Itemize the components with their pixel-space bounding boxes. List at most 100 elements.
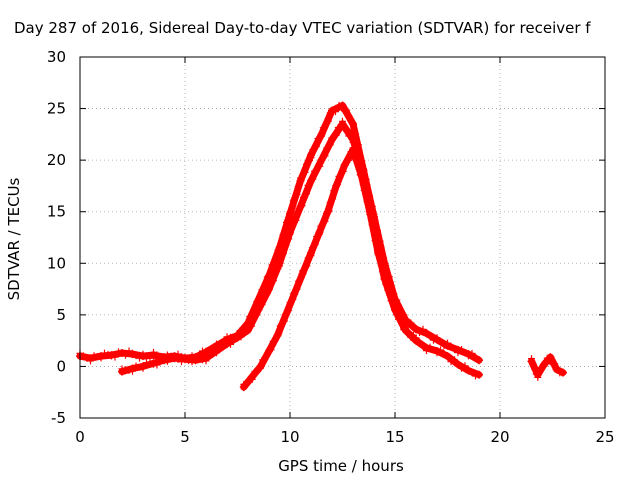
data-point (139, 362, 147, 371)
data-point (263, 352, 271, 360)
data-point (315, 228, 324, 237)
data-point (356, 171, 364, 179)
data-point (361, 186, 369, 194)
data-point (149, 359, 158, 368)
data-point (306, 252, 314, 260)
data-point (320, 219, 328, 227)
data-point (377, 262, 385, 269)
data-point (419, 325, 427, 333)
data-point (350, 125, 358, 133)
data-points (76, 101, 567, 392)
data-point (339, 167, 347, 175)
y-tick-label: 10 (47, 254, 66, 272)
data-point (285, 215, 293, 222)
data-point (343, 127, 351, 135)
data-point (293, 191, 301, 198)
data-point (475, 356, 483, 365)
plot-frame (79, 56, 606, 419)
data-point (396, 315, 404, 323)
data-point (281, 310, 290, 319)
data-point (412, 336, 420, 345)
data-point (391, 305, 399, 314)
data-point (188, 358, 196, 366)
data-point (527, 357, 536, 366)
x-tick-label: 25 (595, 428, 614, 446)
data-point (216, 342, 224, 350)
data-point (223, 339, 231, 348)
data-point (340, 161, 349, 170)
data-point (143, 359, 150, 367)
x-tick-label: 0 (75, 428, 85, 446)
x-tick-label: 5 (180, 428, 190, 446)
data-point (260, 293, 268, 301)
data-point (437, 346, 444, 354)
data-point (347, 131, 355, 139)
data-point (390, 301, 398, 309)
data-point (270, 277, 277, 285)
data-point (195, 355, 203, 363)
data-point (389, 296, 397, 304)
data-point (323, 207, 332, 216)
data-point (263, 289, 271, 297)
data-point (354, 160, 362, 168)
data-point (369, 220, 377, 228)
data-point (358, 175, 366, 183)
data-point (464, 366, 473, 375)
data-point (359, 181, 367, 188)
data-point (332, 131, 340, 139)
data-point (285, 235, 293, 243)
data-point (307, 176, 315, 185)
data-point (254, 305, 263, 314)
data-point (323, 144, 331, 152)
data-point (357, 171, 366, 180)
data-point (461, 362, 469, 370)
data-point (249, 314, 257, 322)
data-point (475, 370, 483, 379)
data-point (149, 351, 158, 360)
data-point (295, 180, 303, 188)
data-point (332, 108, 339, 116)
data-point (454, 360, 462, 369)
data-point (296, 202, 305, 211)
data-point (297, 274, 305, 282)
data-point (248, 372, 257, 381)
data-point (332, 181, 341, 190)
axis-ticks: 0 5 10 15 20 25 -5 0 5 10 15 20 25 30 (47, 48, 615, 446)
data-point (181, 355, 189, 364)
data-point (374, 249, 383, 257)
data-point (381, 272, 388, 280)
data-point (326, 141, 334, 149)
data-point (345, 156, 353, 164)
data-point (368, 221, 376, 229)
data-point (372, 236, 380, 244)
data-point (292, 216, 300, 224)
data-point (367, 215, 375, 223)
data-point (384, 286, 392, 294)
data-point (343, 106, 351, 114)
data-point (338, 101, 347, 110)
data-point (258, 301, 266, 309)
data-point (325, 207, 333, 215)
data-point (311, 241, 319, 248)
data-point (443, 341, 452, 350)
data-point (248, 322, 255, 330)
data-point (364, 197, 372, 205)
data-point (373, 242, 381, 249)
y-tick-label: -5 (51, 409, 66, 427)
data-point (375, 250, 383, 258)
data-point (422, 329, 431, 338)
data-point (559, 368, 567, 377)
data-point (97, 352, 105, 361)
data-point (329, 195, 337, 203)
data-point (139, 352, 147, 361)
data-point (533, 370, 542, 379)
data-point (546, 353, 555, 362)
data-point (312, 143, 320, 150)
data-point (280, 317, 288, 325)
data-point (244, 326, 252, 335)
data-point (387, 296, 395, 304)
data-point (362, 192, 370, 200)
data-point (298, 202, 306, 210)
data-point (287, 297, 295, 305)
data-point (398, 320, 406, 328)
